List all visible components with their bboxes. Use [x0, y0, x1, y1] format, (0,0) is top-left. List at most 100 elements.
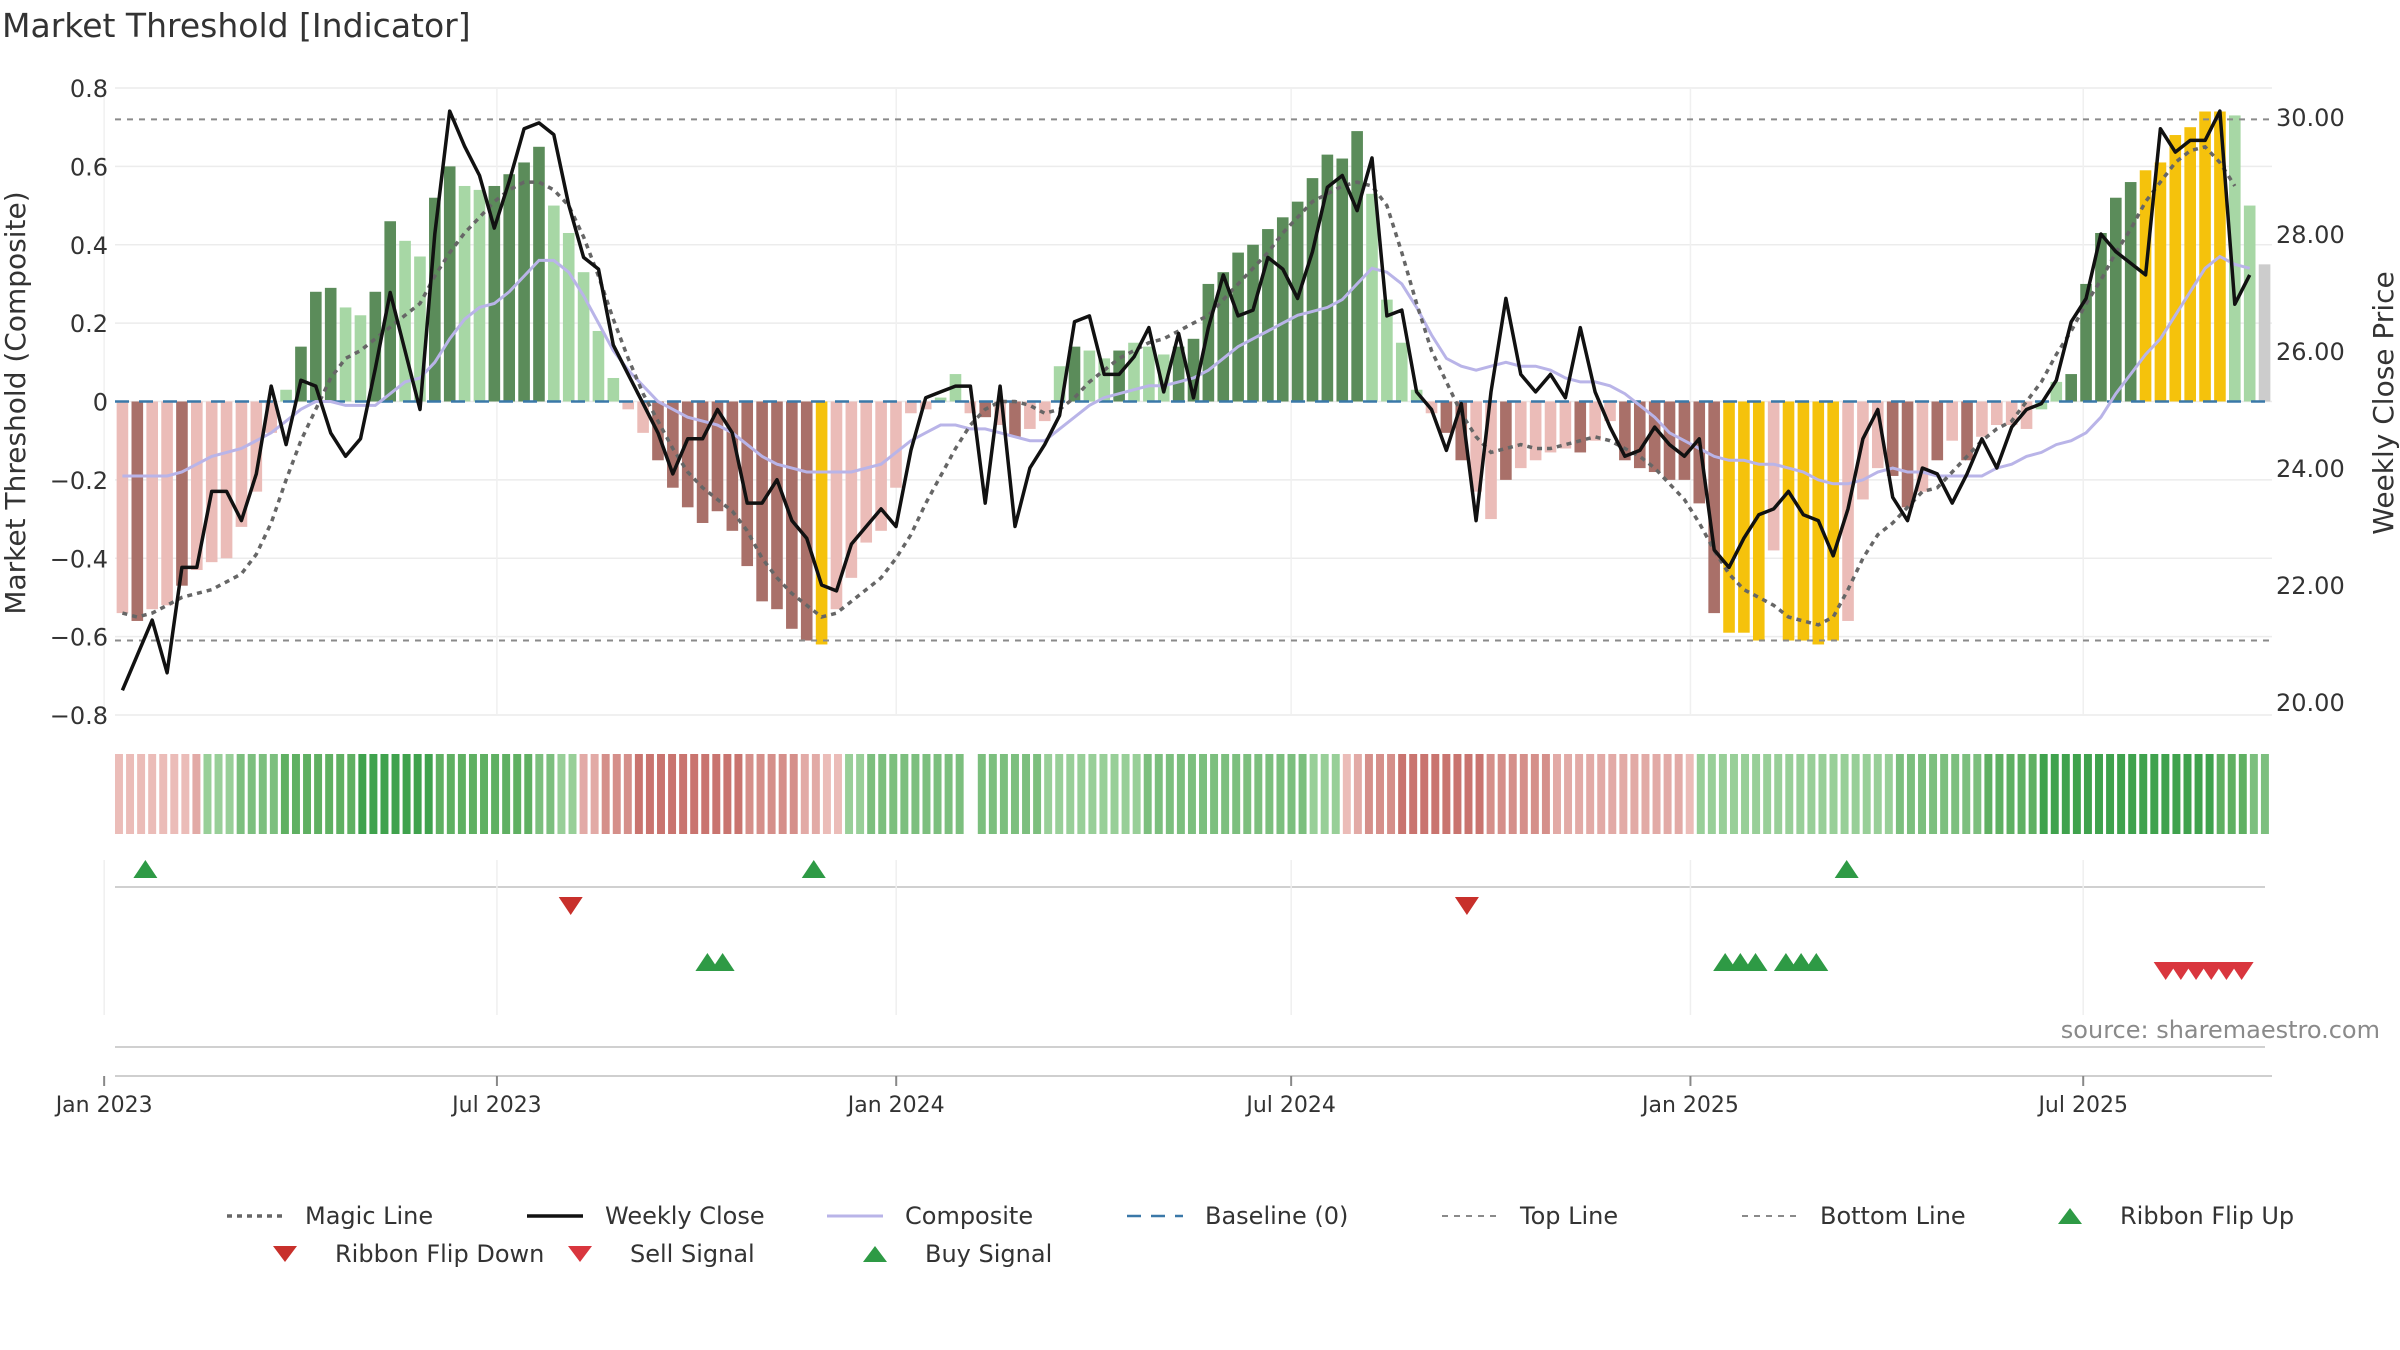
composite-bar [2005, 401, 2018, 426]
composite-bar [1871, 401, 1884, 469]
ribbon-cell [2150, 754, 2159, 834]
y-tick-label: 0 [93, 389, 108, 417]
ribbon-flip-up-marker [1834, 860, 1859, 878]
ribbon-cell [1420, 754, 1429, 834]
ribbon-cell [2238, 754, 2247, 834]
composite-bar [800, 401, 813, 641]
composite-bar [1172, 346, 1185, 402]
ribbon-cell [1818, 754, 1827, 834]
composite-bar [1916, 401, 1929, 492]
ribbon-cell [1696, 754, 1705, 834]
composite-bar [250, 401, 263, 492]
legend-item-baseline: Baseline (0) [1125, 1202, 1348, 1230]
ribbon-cell [856, 754, 865, 834]
ribbon-cell [2072, 754, 2081, 834]
ribbon-cell [1442, 754, 1451, 834]
ribbon-cell [756, 754, 765, 834]
composite-bar [1306, 178, 1319, 402]
y2-tick-label: 20.00 [2276, 689, 2345, 717]
legend-label: Weekly Close [605, 1202, 765, 1230]
ribbon-cell [1597, 754, 1606, 834]
ribbon-flip-up-marker [133, 860, 158, 878]
composite-bar [1157, 354, 1170, 402]
composite-bar [369, 291, 382, 402]
ribbon-cell [1729, 754, 1738, 834]
legend-item-buy: Buy Signal [845, 1240, 1052, 1268]
composite-bar [1470, 401, 1482, 492]
ribbon-cell [170, 754, 179, 834]
composite-bar [919, 401, 932, 410]
y-tick-label: 0.6 [70, 153, 108, 181]
ribbon-cell [723, 754, 732, 834]
composite-bar [2139, 170, 2152, 402]
y-tick-label: −0.4 [50, 545, 108, 573]
ribbon-cell [247, 754, 256, 834]
ribbon-cell [999, 754, 1008, 834]
ribbon-cell [1564, 754, 1573, 834]
ribbon-cell [546, 754, 555, 834]
source-note: source: sharemaestro.com [2060, 1016, 2380, 1044]
composite-bar [1738, 401, 1750, 633]
composite-bar [429, 197, 441, 402]
ribbon-cell [1309, 754, 1318, 834]
ribbon-cell [634, 754, 643, 834]
ribbon-cell [1232, 754, 1241, 834]
composite-bar [1187, 338, 1200, 402]
ribbon-cell [1409, 754, 1418, 834]
ribbon-cell [1187, 754, 1196, 834]
ribbon-cell [834, 754, 842, 834]
y2-tick-label: 28.00 [2276, 221, 2345, 249]
ribbon-cell [2050, 754, 2059, 834]
ribbon-cell [1165, 754, 1174, 834]
composite-bar [562, 232, 575, 402]
legend-item-top: Top Line [1440, 1202, 1618, 1230]
x-tick-label: Jan 2023 [54, 1093, 153, 1118]
y2-tick-label: 30.00 [2276, 104, 2345, 132]
sell-signal-marker [2184, 962, 2209, 980]
ribbon-cell [347, 754, 356, 834]
composite-bar [265, 401, 277, 433]
ribbon-cell [1353, 754, 1362, 834]
ribbon-cell [391, 754, 400, 834]
ribbon-cell [579, 754, 588, 834]
ribbon-cell [1940, 754, 1949, 834]
ribbon-cell [2161, 754, 2170, 834]
ribbon-cell [1707, 754, 1716, 834]
composite-bar [191, 401, 203, 571]
ribbon-cell [1132, 754, 1141, 834]
buy-signal-marker [1728, 953, 1753, 971]
ribbon-cell [701, 754, 710, 834]
close-legend-swatch [527, 1214, 583, 1218]
composite-bar [161, 401, 173, 606]
ribbon-cell [1143, 754, 1152, 834]
legend-label: Sell Signal [630, 1240, 755, 1268]
sell-signal-marker [2153, 962, 2178, 980]
flip_up-legend-swatch [2058, 1208, 2082, 1224]
ribbon-cell [811, 754, 820, 834]
ribbon-cell [922, 754, 931, 834]
flip_down-legend-swatch [273, 1246, 297, 1262]
composite-bar [1574, 401, 1587, 453]
composite-bar [2229, 115, 2241, 402]
ribbon-cell [502, 754, 511, 834]
buy-signal-marker [1713, 953, 1738, 971]
sell-legend-swatch [568, 1246, 592, 1262]
ribbon-cell [303, 754, 312, 834]
ribbon-cell [1464, 754, 1473, 834]
composite-bar [607, 377, 620, 402]
composite-bar [696, 401, 709, 523]
composite-line [122, 254, 2251, 486]
composite-bar [1827, 401, 1839, 641]
ribbon-cell [1475, 754, 1484, 834]
composite-bar [1559, 401, 1572, 449]
ribbon-cell [1718, 754, 1727, 834]
ribbon-cell [1199, 754, 1207, 834]
composite-bar [458, 185, 471, 402]
ribbon-cell [424, 754, 433, 834]
top-legend-swatch [1442, 1215, 1498, 1217]
y2-tick-label: 22.00 [2276, 572, 2345, 600]
ribbon-cell [867, 754, 876, 834]
ribbon-cell [623, 754, 632, 834]
composite-bar [1990, 401, 2003, 426]
